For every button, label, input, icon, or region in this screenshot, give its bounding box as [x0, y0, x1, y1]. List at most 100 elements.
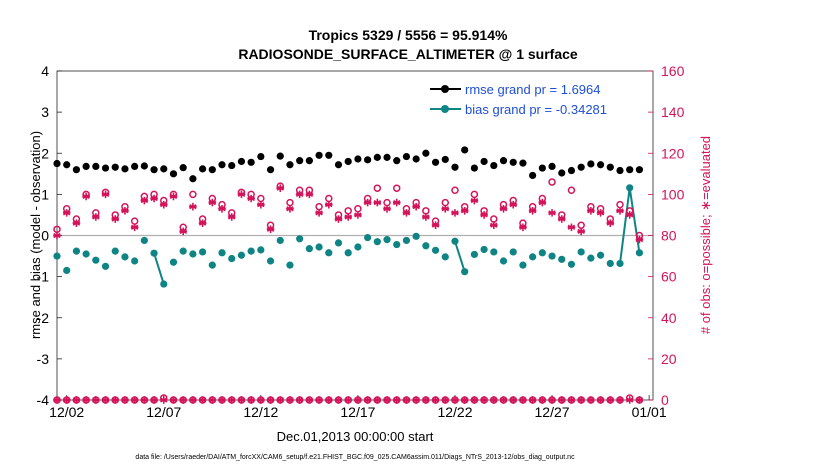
point-bias	[160, 280, 168, 288]
legend-marker-rmse	[441, 85, 449, 93]
point-bias	[451, 237, 459, 245]
point-bias	[393, 240, 401, 249]
point-rmse	[276, 152, 284, 160]
y-tick-label-left: -4	[37, 392, 50, 408]
point-bias	[538, 249, 546, 257]
point-rmse	[577, 163, 585, 171]
y-tick-label-left: -3	[37, 351, 50, 367]
point-rmse	[509, 158, 517, 166]
point-rmse	[354, 155, 362, 163]
point-evaluated	[130, 223, 139, 232]
x-tick-label: 12/07	[146, 404, 181, 420]
point-bias	[626, 184, 634, 192]
point-bias	[257, 246, 265, 254]
point-evaluated_bottom	[519, 396, 527, 404]
point-evaluated_bottom	[538, 396, 547, 404]
point-evaluated_bottom	[383, 396, 391, 404]
y-tick-label-right: 0	[661, 392, 669, 408]
point-evaluated	[392, 198, 401, 207]
point-bias	[63, 266, 71, 275]
y-tick-label-right: 40	[661, 310, 677, 326]
x-tick-label: 12/27	[535, 404, 570, 420]
point-possible	[392, 184, 401, 192]
point-evaluated	[334, 215, 343, 223]
point-evaluated_bottom	[548, 396, 556, 404]
point-rmse	[480, 157, 488, 166]
point-evaluated_bottom	[257, 396, 265, 404]
point-evaluated_bottom	[140, 396, 149, 404]
point-bias	[305, 245, 313, 253]
point-evaluated_bottom	[499, 396, 508, 404]
point-evaluated_bottom	[451, 396, 459, 404]
point-bias	[92, 256, 100, 264]
point-evaluated_bottom	[189, 396, 197, 404]
point-evaluated_bottom	[354, 396, 362, 404]
point-evaluated_bottom	[412, 396, 420, 404]
point-rmse	[470, 164, 478, 172]
x-axis: 12/02 12/07 12/12 12/17 12/22 12/27 01/01	[49, 395, 667, 420]
point-rmse	[296, 157, 304, 165]
left-axis: -4 -3 -2 -1 0 1 2 3 4	[37, 63, 62, 408]
point-evaluated_bottom	[198, 396, 207, 404]
point-evaluated_bottom	[431, 396, 440, 404]
point-evaluated	[198, 219, 207, 227]
point-bias	[354, 243, 362, 251]
series-line-bias	[153, 187, 641, 285]
point-rmse	[111, 163, 119, 171]
point-rmse	[257, 152, 265, 161]
point-evaluated	[431, 221, 440, 230]
y-tick-label-left: 2	[41, 145, 49, 161]
point-bias	[218, 249, 226, 257]
point-evaluated_bottom	[247, 396, 255, 404]
y-tick-label-right: 20	[661, 351, 677, 367]
point-evaluated_bottom	[276, 396, 285, 404]
point-rmse	[199, 165, 207, 173]
point-rmse	[160, 165, 168, 173]
series-evaluated_bottom	[53, 396, 644, 404]
point-evaluated	[451, 209, 459, 217]
point-evaluated_bottom	[422, 396, 430, 404]
point-evaluated_bottom	[509, 396, 518, 404]
point-possible	[567, 186, 576, 195]
point-evaluated_bottom	[169, 396, 178, 404]
point-evaluated	[383, 204, 391, 213]
point-bias	[441, 253, 449, 261]
point-rmse	[606, 163, 614, 171]
point-evaluated	[305, 190, 314, 199]
point-rmse	[121, 165, 129, 173]
x-tick-label: 12/02	[49, 404, 84, 420]
y-tick-label-left: 3	[41, 104, 49, 120]
point-evaluated_bottom	[577, 396, 585, 404]
point-bias	[558, 255, 566, 263]
point-bias	[237, 251, 246, 259]
point-evaluated_bottom	[111, 396, 120, 404]
point-evaluated_bottom	[62, 396, 71, 404]
y-tick-label-right: 80	[661, 228, 677, 244]
point-rmse	[519, 159, 527, 167]
point-rmse	[228, 161, 236, 170]
point-evaluated	[422, 213, 430, 221]
point-rmse	[567, 166, 576, 175]
point-bias	[121, 253, 129, 261]
point-rmse	[266, 166, 275, 174]
point-rmse	[72, 166, 81, 174]
point-bias	[383, 236, 391, 244]
point-bias	[344, 249, 352, 257]
point-evaluated	[519, 223, 527, 232]
y-axis-label-right: # of obs: o=possible; ∗=evaluated	[698, 136, 713, 334]
y-tick-label-right: 160	[661, 63, 685, 79]
point-evaluated	[286, 204, 294, 213]
point-evaluated	[616, 207, 624, 215]
point-evaluated_bottom	[373, 396, 382, 404]
point-bias	[635, 249, 644, 257]
point-bias	[373, 238, 381, 246]
point-evaluated	[528, 207, 537, 215]
point-bias	[276, 236, 284, 245]
point-bias	[422, 242, 430, 250]
point-evaluated_bottom	[208, 396, 217, 404]
point-evaluated_bottom	[324, 396, 333, 404]
point-evaluated	[548, 209, 556, 217]
series-evaluated	[53, 184, 644, 244]
point-evaluated	[480, 211, 488, 219]
